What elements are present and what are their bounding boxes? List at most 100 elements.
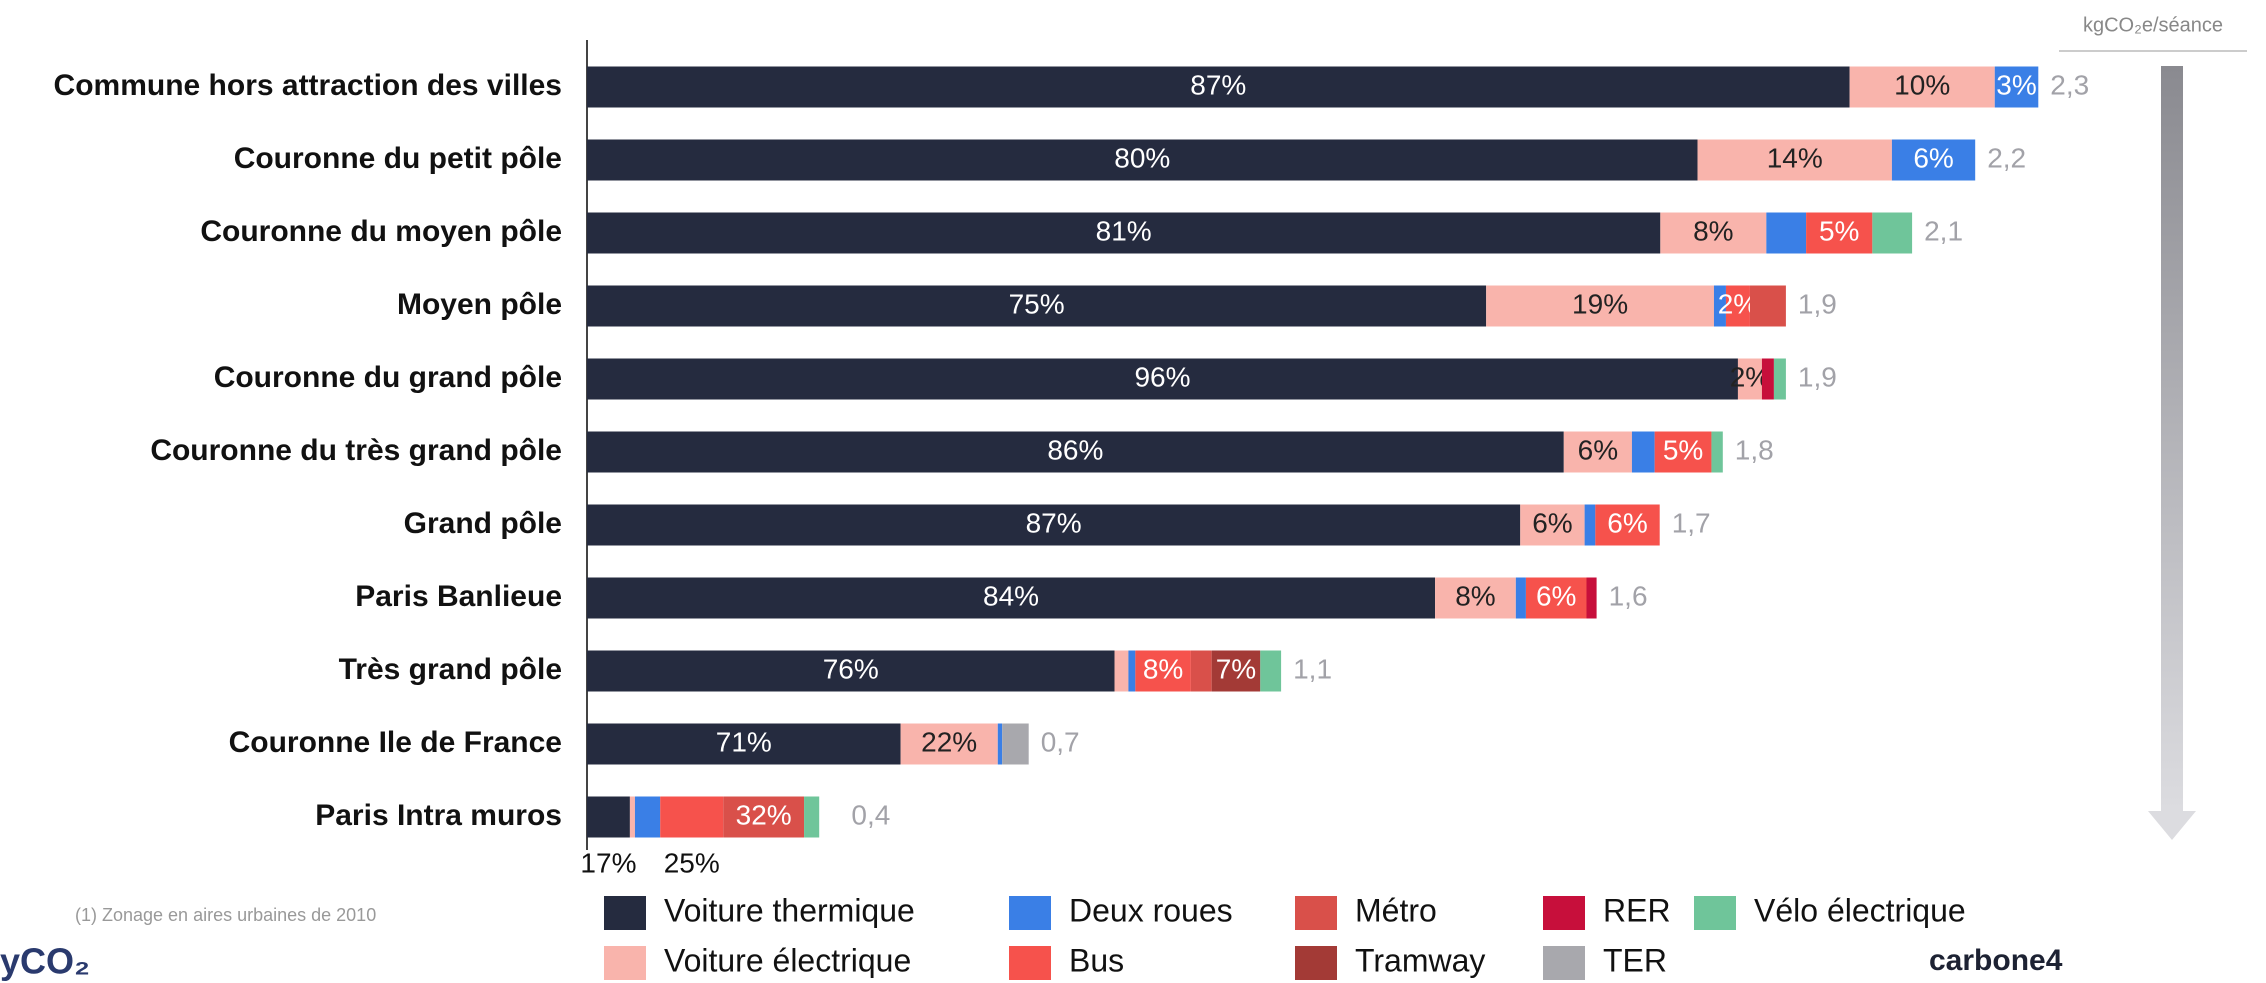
segment-label: 84% [983, 580, 1039, 611]
arrow-shaft [2161, 66, 2183, 811]
bar-segment [1525, 577, 1587, 619]
bar-segment [1486, 285, 1714, 327]
category-label: Très grand pôle [339, 653, 562, 686]
bar-segment [587, 139, 1698, 181]
bar-segment [1114, 650, 1129, 692]
category-label: Couronne Ile de France [229, 726, 562, 759]
segment-label: 8% [1143, 653, 1183, 684]
segment-label: 96% [1134, 361, 1190, 392]
bar-segment [629, 796, 635, 838]
legend-swatch [604, 946, 646, 980]
segment-label: 80% [1114, 142, 1170, 173]
total-label: 0,4 [851, 799, 890, 830]
bar-segment [1515, 577, 1526, 619]
total-label: 1,8 [1735, 434, 1774, 465]
bar-segment [1749, 285, 1786, 327]
segment-label: 75% [1009, 288, 1065, 319]
bar-segment [1713, 285, 1726, 327]
segment-label: 19% [1572, 288, 1628, 319]
segment-label: 87% [1190, 69, 1246, 100]
bar-segment [1135, 650, 1191, 692]
bar-segment [1654, 431, 1712, 473]
bar-segment [1002, 723, 1029, 765]
bar-segment [1595, 504, 1660, 546]
category-label: Paris Intra muros [315, 799, 562, 832]
bar-segment [1711, 431, 1723, 473]
segment-label: 6% [1578, 434, 1618, 465]
bar-segment [1211, 650, 1261, 692]
legend-swatch [1295, 896, 1337, 930]
category-label: Couronne du petit pôle [234, 142, 562, 175]
segment-label: 10% [1894, 69, 1950, 100]
segment-label: 8% [1693, 215, 1733, 246]
bar-segment [587, 650, 1115, 692]
segment-label: 76% [823, 653, 879, 684]
bar-segment [1872, 212, 1913, 254]
segment-label: 17% [580, 847, 636, 878]
bar-segment [1586, 577, 1597, 619]
bar-segment [1994, 66, 2039, 108]
bar-segment [587, 66, 1850, 108]
bar-segment [1806, 212, 1873, 254]
legend-label: Voiture thermique [664, 892, 915, 928]
legend-swatch [1694, 896, 1736, 930]
bar-segment [1584, 504, 1596, 546]
bar-segment [1190, 650, 1212, 692]
unit-label: kgCO₂e/séance [2083, 14, 2223, 36]
segment-label: 71% [716, 726, 772, 757]
segment-label: 6% [1532, 507, 1572, 538]
segment-label: 6% [1913, 142, 1953, 173]
segment-label: 87% [1026, 507, 1082, 538]
segment-label: 8% [1455, 580, 1495, 611]
legend-label: Bus [1069, 942, 1124, 978]
bar-segment [1766, 212, 1807, 254]
segment-label: 5% [1819, 215, 1859, 246]
total-label: 1,7 [1672, 507, 1711, 538]
bar-segment [1520, 504, 1585, 546]
logo-left: yCO₂ [0, 941, 90, 982]
footnote: (1) Zonage en aires urbaines de 2010 [75, 905, 376, 925]
segment-label: 81% [1096, 215, 1152, 246]
legend-label: TER [1603, 942, 1667, 978]
legend-label: Voiture électrique [664, 942, 911, 978]
bar-segment [1761, 358, 1774, 400]
bar-segment [900, 723, 998, 765]
legend-label: Tramway [1355, 942, 1485, 978]
category-label: Paris Banlieue [355, 580, 562, 613]
legend-label: Deux roues [1069, 892, 1233, 928]
bar-segment [1773, 358, 1786, 400]
category-label: Couronne du grand pôle [214, 361, 562, 394]
legend-swatch [1009, 896, 1051, 930]
legend-label: Métro [1355, 892, 1437, 928]
bar-segment [587, 358, 1738, 400]
category-label: Moyen pôle [397, 288, 562, 321]
bar-segment [1697, 139, 1892, 181]
bar-segment [1563, 431, 1632, 473]
category-label: Commune hors attraction des villes [54, 69, 562, 102]
legend-swatch [1295, 946, 1337, 980]
category-label: Grand pôle [404, 507, 562, 540]
bar-segment [1128, 650, 1136, 692]
arrow-head [2148, 811, 2196, 840]
legend-swatch [1543, 896, 1585, 930]
bar-segment [997, 723, 1003, 765]
bar-segment [1631, 431, 1655, 473]
total-label: 0,7 [1041, 726, 1080, 757]
bar-segment [587, 285, 1487, 327]
bar-segment [587, 796, 630, 838]
bar-segment [1660, 212, 1767, 254]
segment-label: 6% [1536, 580, 1576, 611]
total-label: 1,9 [1798, 288, 1837, 319]
bar-segment [587, 504, 1521, 546]
bar-segment [587, 212, 1661, 254]
bar-segment [587, 723, 901, 765]
segment-label: 6% [1607, 507, 1647, 538]
bar-segment [1737, 358, 1762, 400]
bar-segment [1725, 285, 1750, 327]
legend-label: Vélo électrique [1754, 892, 1966, 928]
segment-label: 3% [1996, 69, 2036, 100]
bar-segment [723, 796, 805, 838]
bar-segment [1260, 650, 1282, 692]
legend-swatch [1543, 946, 1585, 980]
